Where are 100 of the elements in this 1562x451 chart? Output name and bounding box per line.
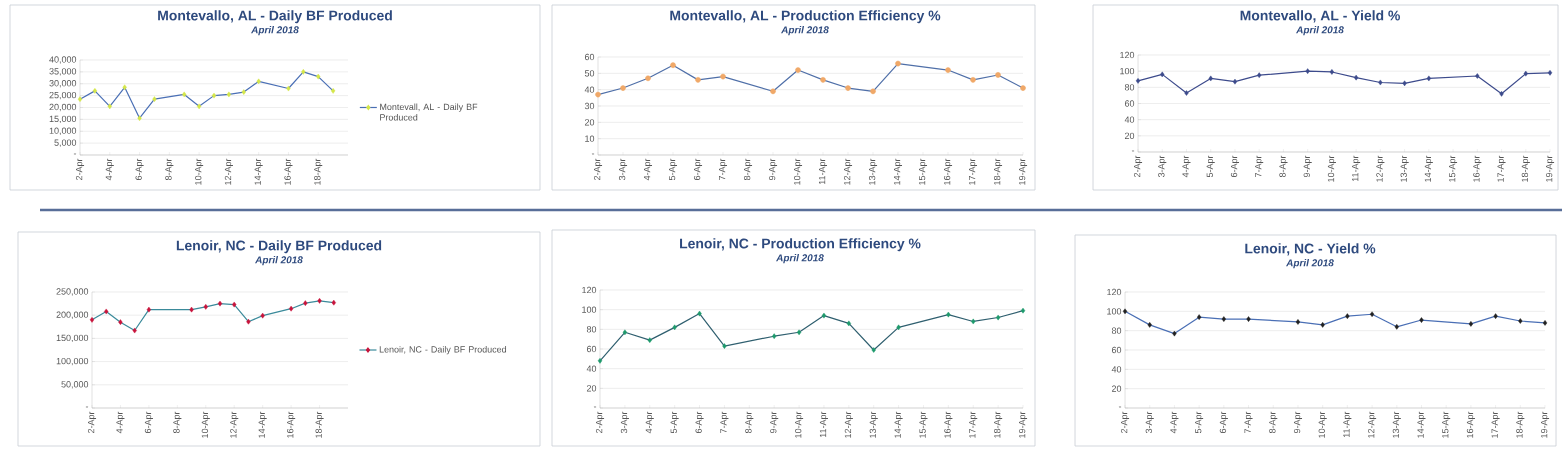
point bbox=[118, 319, 123, 325]
x-tick-label: 6-Apr bbox=[695, 411, 704, 433]
point bbox=[1402, 80, 1407, 87]
point bbox=[1147, 322, 1152, 328]
x-tick-label: 6-Apr bbox=[144, 411, 153, 433]
point bbox=[1499, 91, 1504, 97]
point bbox=[1122, 308, 1128, 315]
point bbox=[1329, 69, 1335, 75]
x-tick-label: 15-Apr bbox=[919, 411, 928, 438]
y-tick-label: 120 bbox=[582, 286, 597, 294]
x-tick-label: 15-Apr bbox=[1449, 155, 1458, 182]
x-tick-label: 12-Apr bbox=[224, 158, 233, 185]
point bbox=[796, 329, 802, 336]
point bbox=[622, 329, 628, 336]
point bbox=[896, 324, 901, 331]
x-tick-label: 5-Apr bbox=[1206, 155, 1215, 178]
point bbox=[1353, 74, 1359, 81]
point bbox=[720, 73, 726, 80]
x-tick-label: 17-Apr bbox=[1491, 411, 1500, 438]
point bbox=[1246, 316, 1251, 322]
y-tick-label: 50 bbox=[584, 70, 595, 77]
point bbox=[92, 88, 98, 94]
point bbox=[946, 311, 951, 318]
point bbox=[846, 320, 851, 327]
point bbox=[695, 77, 701, 83]
x-tick-label: 9-Apr bbox=[1303, 155, 1312, 178]
point bbox=[246, 318, 251, 325]
point bbox=[316, 73, 321, 80]
chart-subtitle: April 2018 bbox=[1296, 26, 1344, 36]
point bbox=[146, 306, 152, 313]
x-tick-label: 13-Apr bbox=[1392, 411, 1401, 438]
point bbox=[1547, 69, 1553, 76]
point bbox=[1196, 314, 1202, 320]
y-tick-label: 20 bbox=[1124, 132, 1135, 140]
x-tick-label: 10-Apr bbox=[1327, 155, 1336, 182]
point bbox=[1172, 330, 1177, 337]
point bbox=[1305, 68, 1310, 74]
point bbox=[670, 62, 676, 68]
x-tick-label: 13-Apr bbox=[1400, 155, 1409, 182]
y-tick-label: 35,000 bbox=[49, 68, 77, 76]
point bbox=[1426, 75, 1431, 82]
y-tick-label: 25,000 bbox=[49, 91, 77, 100]
point bbox=[203, 304, 208, 310]
x-tick-label: 12-Apr bbox=[230, 411, 239, 438]
point bbox=[226, 91, 232, 98]
point bbox=[1475, 73, 1480, 79]
y-tick-label: 20,000 bbox=[49, 103, 77, 112]
x-tick-label: 16-Apr bbox=[943, 158, 953, 185]
x-tick-label: 13-Apr bbox=[868, 158, 878, 185]
y-tick-label: 20 bbox=[586, 385, 597, 392]
point bbox=[1221, 316, 1226, 322]
chart-subtitle: April 2018 bbox=[780, 26, 829, 36]
x-tick-label: 2-Apr bbox=[593, 158, 603, 180]
x-tick-label: 6-Apr bbox=[1230, 155, 1240, 177]
x-tick-label: 8-Apr bbox=[1269, 411, 1278, 434]
point bbox=[795, 67, 801, 73]
x-tick-label: 4-Apr bbox=[116, 411, 125, 434]
x-tick-label: 6-Apr bbox=[693, 158, 703, 180]
point bbox=[104, 308, 109, 315]
y-tick-label: 100,000 bbox=[56, 357, 89, 366]
x-tick-label: 7-Apr bbox=[1255, 155, 1264, 177]
point bbox=[770, 88, 776, 95]
x-tick-label: 2-Apr bbox=[87, 411, 97, 433]
point bbox=[995, 72, 1001, 78]
x-tick-label: 5-Apr bbox=[1195, 411, 1204, 434]
point bbox=[1295, 319, 1301, 325]
x-tick-label: 19-Apr bbox=[1018, 158, 1028, 185]
chart-title: Montevallo, AL - Yield % bbox=[1240, 10, 1400, 23]
point bbox=[1160, 71, 1165, 78]
x-tick-label: 16-Apr bbox=[287, 411, 296, 438]
x-tick-label: 14-Apr bbox=[894, 411, 903, 438]
x-tick-label: 2-Apr bbox=[1120, 411, 1130, 433]
y-tick-label: 150,000 bbox=[56, 334, 89, 343]
x-tick-label: 17-Apr bbox=[969, 411, 978, 438]
chart-subtitle: April 2018 bbox=[775, 254, 824, 264]
y-tick-label: 50,000 bbox=[61, 381, 89, 389]
point bbox=[995, 314, 1001, 321]
x-tick-label: 11-Apr bbox=[819, 411, 828, 438]
x-tick-label: 18-Apr bbox=[1516, 411, 1525, 438]
y-tick-label: 60 bbox=[586, 345, 597, 353]
y-tick-label: 20 bbox=[584, 119, 595, 126]
x-tick-label: 8-Apr bbox=[1279, 155, 1288, 178]
y-tick-label: - bbox=[1118, 406, 1122, 408]
point bbox=[971, 318, 976, 325]
y-tick-label: 60 bbox=[1124, 100, 1135, 107]
point bbox=[182, 91, 187, 98]
y-tick-label: 80 bbox=[1111, 327, 1122, 334]
x-tick-label: 8-Apr bbox=[173, 411, 182, 434]
y-tick-label: 40 bbox=[1111, 366, 1122, 373]
point bbox=[1020, 307, 1026, 314]
point bbox=[152, 96, 157, 102]
point bbox=[1232, 78, 1238, 85]
chart-title: Montevallo, AL - Production Efficiency % bbox=[670, 10, 941, 24]
x-tick-label: 7-Apr bbox=[1244, 411, 1253, 433]
chart-title: Lenoir, NC - Yield % bbox=[1245, 243, 1376, 256]
point bbox=[132, 327, 137, 334]
x-tick-label: 3-Apr bbox=[618, 158, 628, 181]
x-tick-label: 5-Apr bbox=[670, 411, 679, 434]
x-tick-label: 18-Apr bbox=[993, 158, 1003, 185]
x-tick-label: 3-Apr bbox=[1158, 155, 1167, 178]
